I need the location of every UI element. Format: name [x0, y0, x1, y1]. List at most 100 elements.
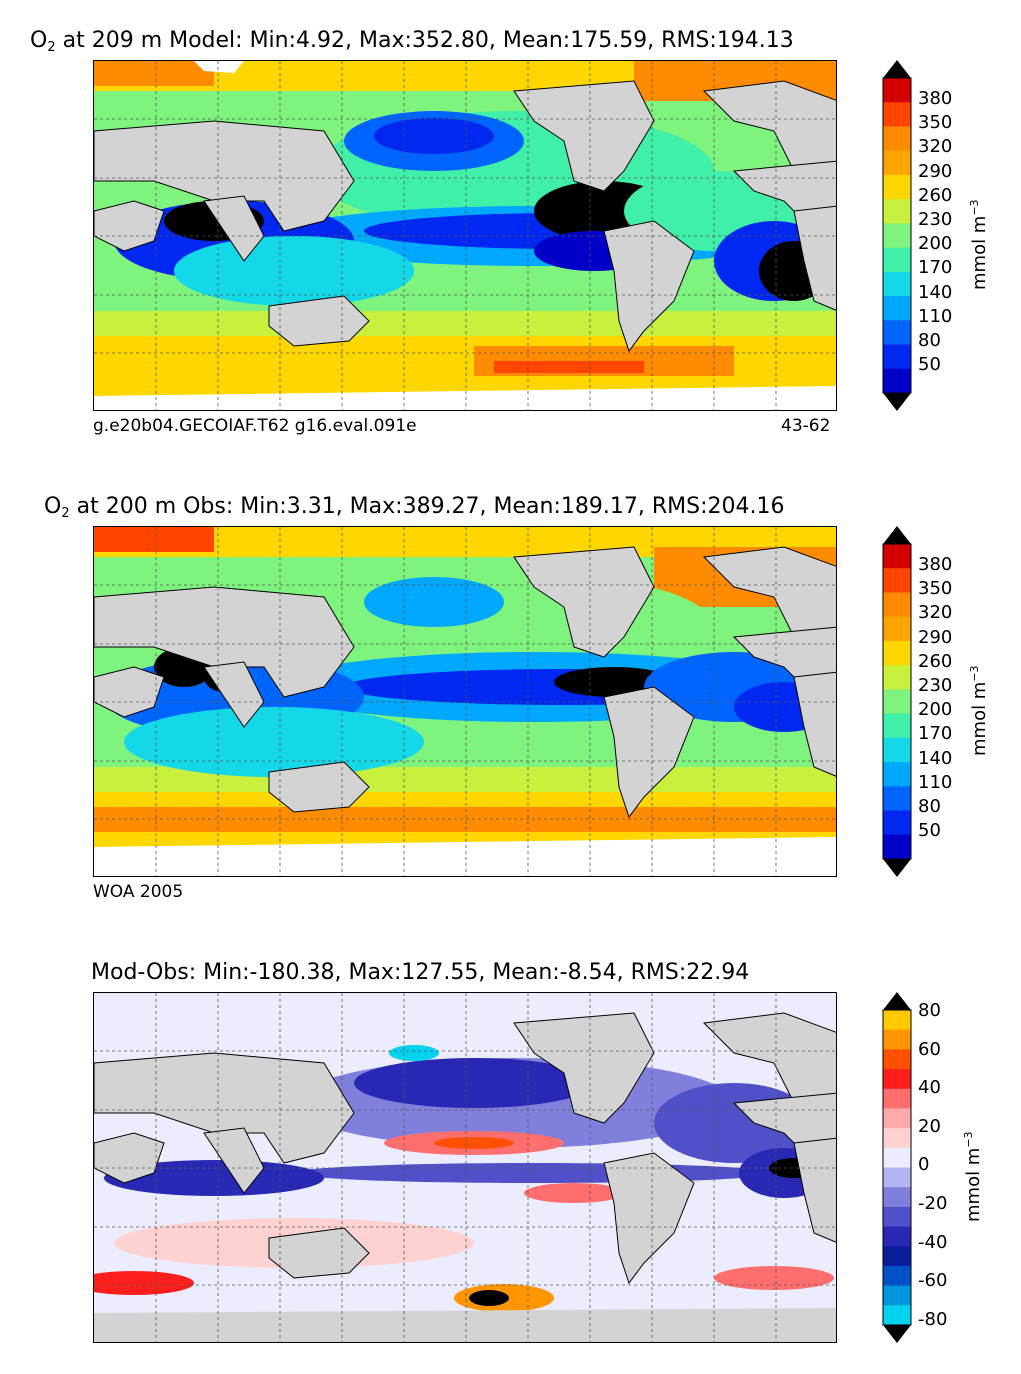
colorbar-swatch — [883, 1108, 911, 1129]
units-exponent: −3 — [968, 665, 981, 682]
colorbar-tick-label: -40 — [918, 1231, 948, 1253]
colorbar-swatch — [883, 368, 911, 394]
colorbar-swatch — [883, 640, 911, 666]
map-obs-svg — [94, 527, 836, 876]
colorbar-swatch — [883, 1206, 911, 1228]
colorbar-swatch — [883, 1147, 911, 1168]
map-model — [93, 60, 837, 411]
colorbar-swatch — [883, 568, 911, 593]
colorbar-swatch — [883, 616, 911, 642]
units-exponent: −3 — [968, 199, 981, 216]
colorbar-swatch — [883, 296, 911, 321]
colorbar-tick-label: 110 — [918, 771, 953, 793]
colorbar-tick-label: -80 — [918, 1308, 948, 1330]
units-exponent: −3 — [962, 1131, 975, 1148]
colorbar-tick-label: 60 — [918, 1038, 941, 1060]
colorbar-tick-label: 80 — [918, 330, 941, 351]
colorbar-tick-label: 350 — [918, 112, 953, 134]
colorbar-extend-bottom — [883, 859, 911, 877]
colorbar-tick-label: 260 — [918, 184, 953, 206]
colorbar-swatch — [883, 199, 911, 224]
colorbar-obs — [882, 526, 912, 877]
colorbar-extend-top — [883, 60, 911, 78]
colorbar-tick-label: 230 — [918, 209, 953, 230]
colorbar-diff-svg — [882, 992, 912, 1343]
colorbar-swatch — [883, 102, 911, 127]
colorbar-tick-label: 20 — [918, 1115, 941, 1137]
colorbar-extend-top — [883, 992, 911, 1010]
colorbar-swatch — [883, 223, 911, 249]
colorbar-tick-label: 0 — [918, 1154, 930, 1176]
title-prefix: O — [44, 494, 62, 519]
colorbar-swatch — [883, 78, 911, 103]
colorbar-tick-label: 40 — [918, 1077, 941, 1099]
colorbar-swatch — [883, 247, 911, 273]
colorbar-swatch — [883, 1167, 911, 1188]
colorbar-swatch — [883, 592, 911, 618]
colorbar-extend-bottom — [883, 393, 911, 411]
colorbar-swatch — [883, 1049, 911, 1070]
colorbar-tick-label: 200 — [918, 233, 953, 255]
colorbar-swatch — [883, 126, 911, 152]
title-subscript: 2 — [47, 40, 56, 55]
map-model-svg — [94, 61, 836, 410]
colorbar-outline — [882, 1009, 912, 1326]
colorbar-swatch — [883, 737, 911, 763]
panel-title: Mod-Obs: Min:-180.38, Max:127.55, Mean:-… — [91, 960, 749, 985]
colorbar-tick-label: 80 — [918, 1000, 941, 1021]
colorbar-tick-label: 200 — [918, 699, 953, 721]
colorbar-swatch — [883, 1226, 911, 1247]
colorbar-model-svg — [882, 60, 912, 411]
colorbar-swatch — [883, 786, 911, 812]
colorbar-swatch — [883, 344, 911, 370]
colorbar-diff — [882, 992, 912, 1343]
panel-model: O2 at 209 m Model: Min:4.92, Max:352.80,… — [0, 0, 1021, 460]
colorbar-tick-label: 230 — [918, 675, 953, 696]
colorbar-tick-label: 80 — [918, 796, 941, 817]
units-label: mmol m — [963, 1147, 984, 1222]
colorbar-units: mmol m−3 — [968, 665, 990, 756]
colorbar-swatch — [883, 1069, 911, 1090]
colorbar-units: mmol m−3 — [968, 199, 990, 290]
colorbar-swatch — [883, 1285, 911, 1306]
colorbar-obs-svg — [882, 526, 912, 877]
colorbar-swatch — [883, 544, 911, 569]
colorbar-tick-label: 260 — [918, 650, 953, 672]
colorbar-tick-label: 170 — [918, 257, 953, 279]
colorbar-swatch — [883, 271, 911, 297]
year-range-label: 43-62 — [781, 416, 831, 436]
colorbar-outline — [882, 543, 912, 860]
panel-title: O2 at 209 m Model: Min:4.92, Max:352.80,… — [30, 28, 794, 55]
colorbar-tick-label: 50 — [918, 820, 941, 842]
colorbar-tick-label: 290 — [918, 626, 953, 648]
dataset-label: WOA 2005 — [93, 882, 184, 902]
colorbar-extend-bottom — [883, 1325, 911, 1343]
colorbar-swatch — [883, 834, 911, 860]
colorbar-swatch — [883, 1305, 911, 1326]
units-label: mmol m — [969, 215, 990, 290]
colorbar-swatch — [883, 762, 911, 787]
colorbar-swatch — [883, 1265, 911, 1287]
colorbar-tick-label: 350 — [918, 578, 953, 600]
run-name-label: g.e20b04.GECOIAF.T62 g16.eval.091e — [93, 416, 417, 436]
title-text: Mod-Obs: Min:-180.38, Max:127.55, Mean:-… — [91, 960, 750, 985]
colorbar-tick-label: 320 — [918, 136, 953, 158]
colorbar-tick-label: 380 — [918, 554, 953, 575]
colorbar-tick-label: 110 — [918, 305, 953, 327]
title-text: at 209 m Model: Min:4.92, Max:352.80, Me… — [55, 28, 794, 53]
colorbar-tick-label: 380 — [918, 88, 953, 109]
colorbar-swatch — [883, 1088, 911, 1109]
panel-title: O2 at 200 m Obs: Min:3.31, Max:389.27, M… — [44, 494, 784, 521]
panel-obs: O2 at 200 m Obs: Min:3.31, Max:389.27, M… — [0, 466, 1021, 926]
colorbar-tick-label: 50 — [918, 354, 941, 376]
colorbar-tick-label: 140 — [918, 747, 953, 769]
colorbar-swatch — [883, 1246, 911, 1267]
colorbar-tick-label: 170 — [918, 723, 953, 745]
colorbar-extend-top — [883, 526, 911, 544]
title-subscript: 2 — [61, 506, 70, 521]
colorbar-tick-label: -20 — [918, 1192, 948, 1214]
colorbar-tick-label: 290 — [918, 160, 953, 182]
panel-diff: Mod-Obs: Min:-180.38, Max:127.55, Mean:-… — [0, 932, 1021, 1374]
colorbar-tick-label: -60 — [918, 1270, 948, 1292]
map-obs — [93, 526, 837, 877]
